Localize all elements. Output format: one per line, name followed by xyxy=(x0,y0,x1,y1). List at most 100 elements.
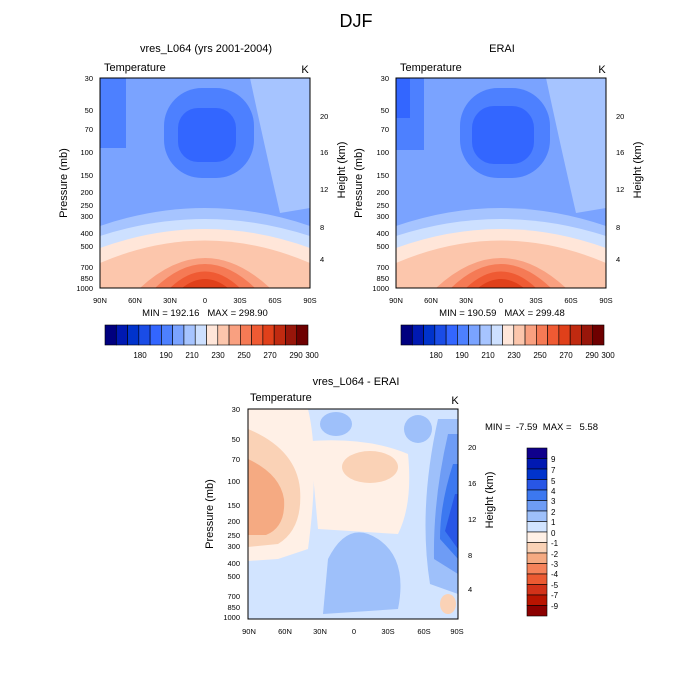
x-tick-label: 90S xyxy=(599,296,612,305)
height-tick-label: 4 xyxy=(320,255,324,264)
colorbar-swatch xyxy=(526,584,548,596)
y-tick-label: 250 xyxy=(376,201,389,210)
colorbar-swatch xyxy=(526,500,548,512)
x-tick-label: 60N xyxy=(424,296,438,305)
colorbar-swatch xyxy=(172,324,185,346)
y-tick-label: 70 xyxy=(232,455,240,464)
colorbar-swatch xyxy=(526,521,548,533)
colorbar-swatch xyxy=(115,324,128,346)
colorbar-swatch xyxy=(194,324,207,346)
y-tick-label: 50 xyxy=(85,106,93,115)
y-tick-label: 100 xyxy=(376,148,389,157)
x-tick-label: 0 xyxy=(499,296,503,305)
colorbar-swatch xyxy=(526,458,548,470)
colorbar-label: 290 xyxy=(585,351,599,360)
height-tick-label: 8 xyxy=(320,223,324,232)
height-tick-label: 20 xyxy=(616,112,624,121)
x-tick-label: 60S xyxy=(564,296,577,305)
x-tick-label: 30N xyxy=(313,627,327,636)
y-ticks-left: 30 50 70 100 150 200 250 300 400 500 700… xyxy=(76,74,93,293)
colorbar-label: 290 xyxy=(289,351,303,360)
colorbar-label: 190 xyxy=(455,351,469,360)
height-ticks-right: 20 16 12 8 4 xyxy=(320,112,328,264)
colorbar-label: 250 xyxy=(533,351,547,360)
x-tick-label: 90N xyxy=(242,627,256,636)
height-tick-label: 16 xyxy=(468,479,476,488)
colorbar-swatch xyxy=(127,324,140,346)
panel-left-label: Temperature xyxy=(250,392,312,404)
y-tick-label: 70 xyxy=(85,125,93,134)
x-tick-label: 60N xyxy=(278,627,292,636)
y-tick-label: 1000 xyxy=(372,284,389,293)
colorbar-label: -5 xyxy=(551,581,559,590)
colorbar-swatch xyxy=(251,324,264,346)
colorbar-label: 190 xyxy=(159,351,173,360)
colorbar-label: 270 xyxy=(559,351,573,360)
colorbar-label: 180 xyxy=(133,351,147,360)
colorbar-swatch xyxy=(457,324,469,346)
panel-left-label: Temperature xyxy=(104,62,166,74)
colorbar-label: -9 xyxy=(551,602,559,611)
height-tick-label: 16 xyxy=(616,148,624,157)
y-tick-label: 250 xyxy=(227,531,240,540)
min-max-stats: MIN = -7.59 MAX = 5.58 xyxy=(485,422,598,433)
colorbar-label: -2 xyxy=(551,550,559,559)
temperature-field xyxy=(99,77,311,289)
colorbar-swatch xyxy=(526,531,548,543)
colorbar-swatch xyxy=(400,324,413,346)
y-tick-label: 400 xyxy=(376,229,389,238)
x-tick-label: 30S xyxy=(233,296,246,305)
y-tick-label: 30 xyxy=(381,74,389,83)
y-tick-label: 100 xyxy=(80,148,93,157)
height-tick-label: 20 xyxy=(468,443,476,452)
x-tick-label: 60N xyxy=(128,296,142,305)
colorbar-label: 0 xyxy=(551,529,556,538)
height-axis-label: Height (km) xyxy=(336,142,348,199)
height-tick-label: 8 xyxy=(468,551,472,560)
y-tick-label: 700 xyxy=(376,263,389,272)
y-tick-label: 100 xyxy=(227,477,240,486)
colorbar-label: 230 xyxy=(211,351,225,360)
colorbar-label: 2 xyxy=(551,508,556,517)
x-ticks: 90N 60N 30N 0 30S 60S 90S xyxy=(242,627,464,636)
colorbar-label: -7 xyxy=(551,591,559,600)
colorbar-labels: 9 7 5 4 3 2 1 0 -1 -2 -3 -4 -5 -7 -9 xyxy=(551,455,559,611)
x-tick-label: 60S xyxy=(268,296,281,305)
y-tick-label: 150 xyxy=(227,501,240,510)
min-max-stats: MIN = 190.59 MAX = 299.48 xyxy=(439,308,565,319)
x-tick-label: 30N xyxy=(459,296,473,305)
y-tick-label: 400 xyxy=(80,229,93,238)
colorbar-label: -3 xyxy=(551,560,559,569)
y-tick-label: 200 xyxy=(80,188,93,197)
y-tick-label: 30 xyxy=(85,74,93,83)
y-axis-label: Pressure (mb) xyxy=(353,148,365,218)
x-tick-label: 0 xyxy=(352,627,356,636)
colorbar-swatch xyxy=(161,324,173,346)
colorbar-swatch xyxy=(445,324,458,346)
colorbar-label: 300 xyxy=(601,351,615,360)
colorbar-swatch xyxy=(206,324,219,346)
panel-units: K xyxy=(301,64,309,76)
colorbar-swatch xyxy=(423,324,436,346)
colorbar-label: -4 xyxy=(551,570,559,579)
colorbar-swatch xyxy=(149,324,162,346)
panel-model: vres_L064 (yrs 2001-2004) Temperature K … xyxy=(58,43,348,360)
x-ticks: 90N 60N 30N 0 30S 60S 90S xyxy=(93,296,317,305)
difference-field xyxy=(247,408,459,620)
colorbar-swatch xyxy=(569,324,582,346)
y-axis-label: Pressure (mb) xyxy=(58,148,70,218)
colorbar-label: 7 xyxy=(551,466,556,475)
y-tick-label: 300 xyxy=(227,542,240,551)
y-tick-label: 850 xyxy=(227,603,240,612)
y-axis-label: Pressure (mb) xyxy=(204,479,216,549)
height-tick-label: 4 xyxy=(468,585,472,594)
colorbar-swatch xyxy=(536,324,548,346)
colorbar-swatch xyxy=(138,324,151,346)
y-tick-label: 300 xyxy=(376,212,389,221)
y-tick-label: 150 xyxy=(376,171,389,180)
colorbar-swatch xyxy=(526,510,548,522)
height-tick-label: 8 xyxy=(616,223,620,232)
y-tick-label: 850 xyxy=(376,274,389,283)
colorbar-label: 250 xyxy=(237,351,251,360)
colorbar xyxy=(526,447,548,617)
